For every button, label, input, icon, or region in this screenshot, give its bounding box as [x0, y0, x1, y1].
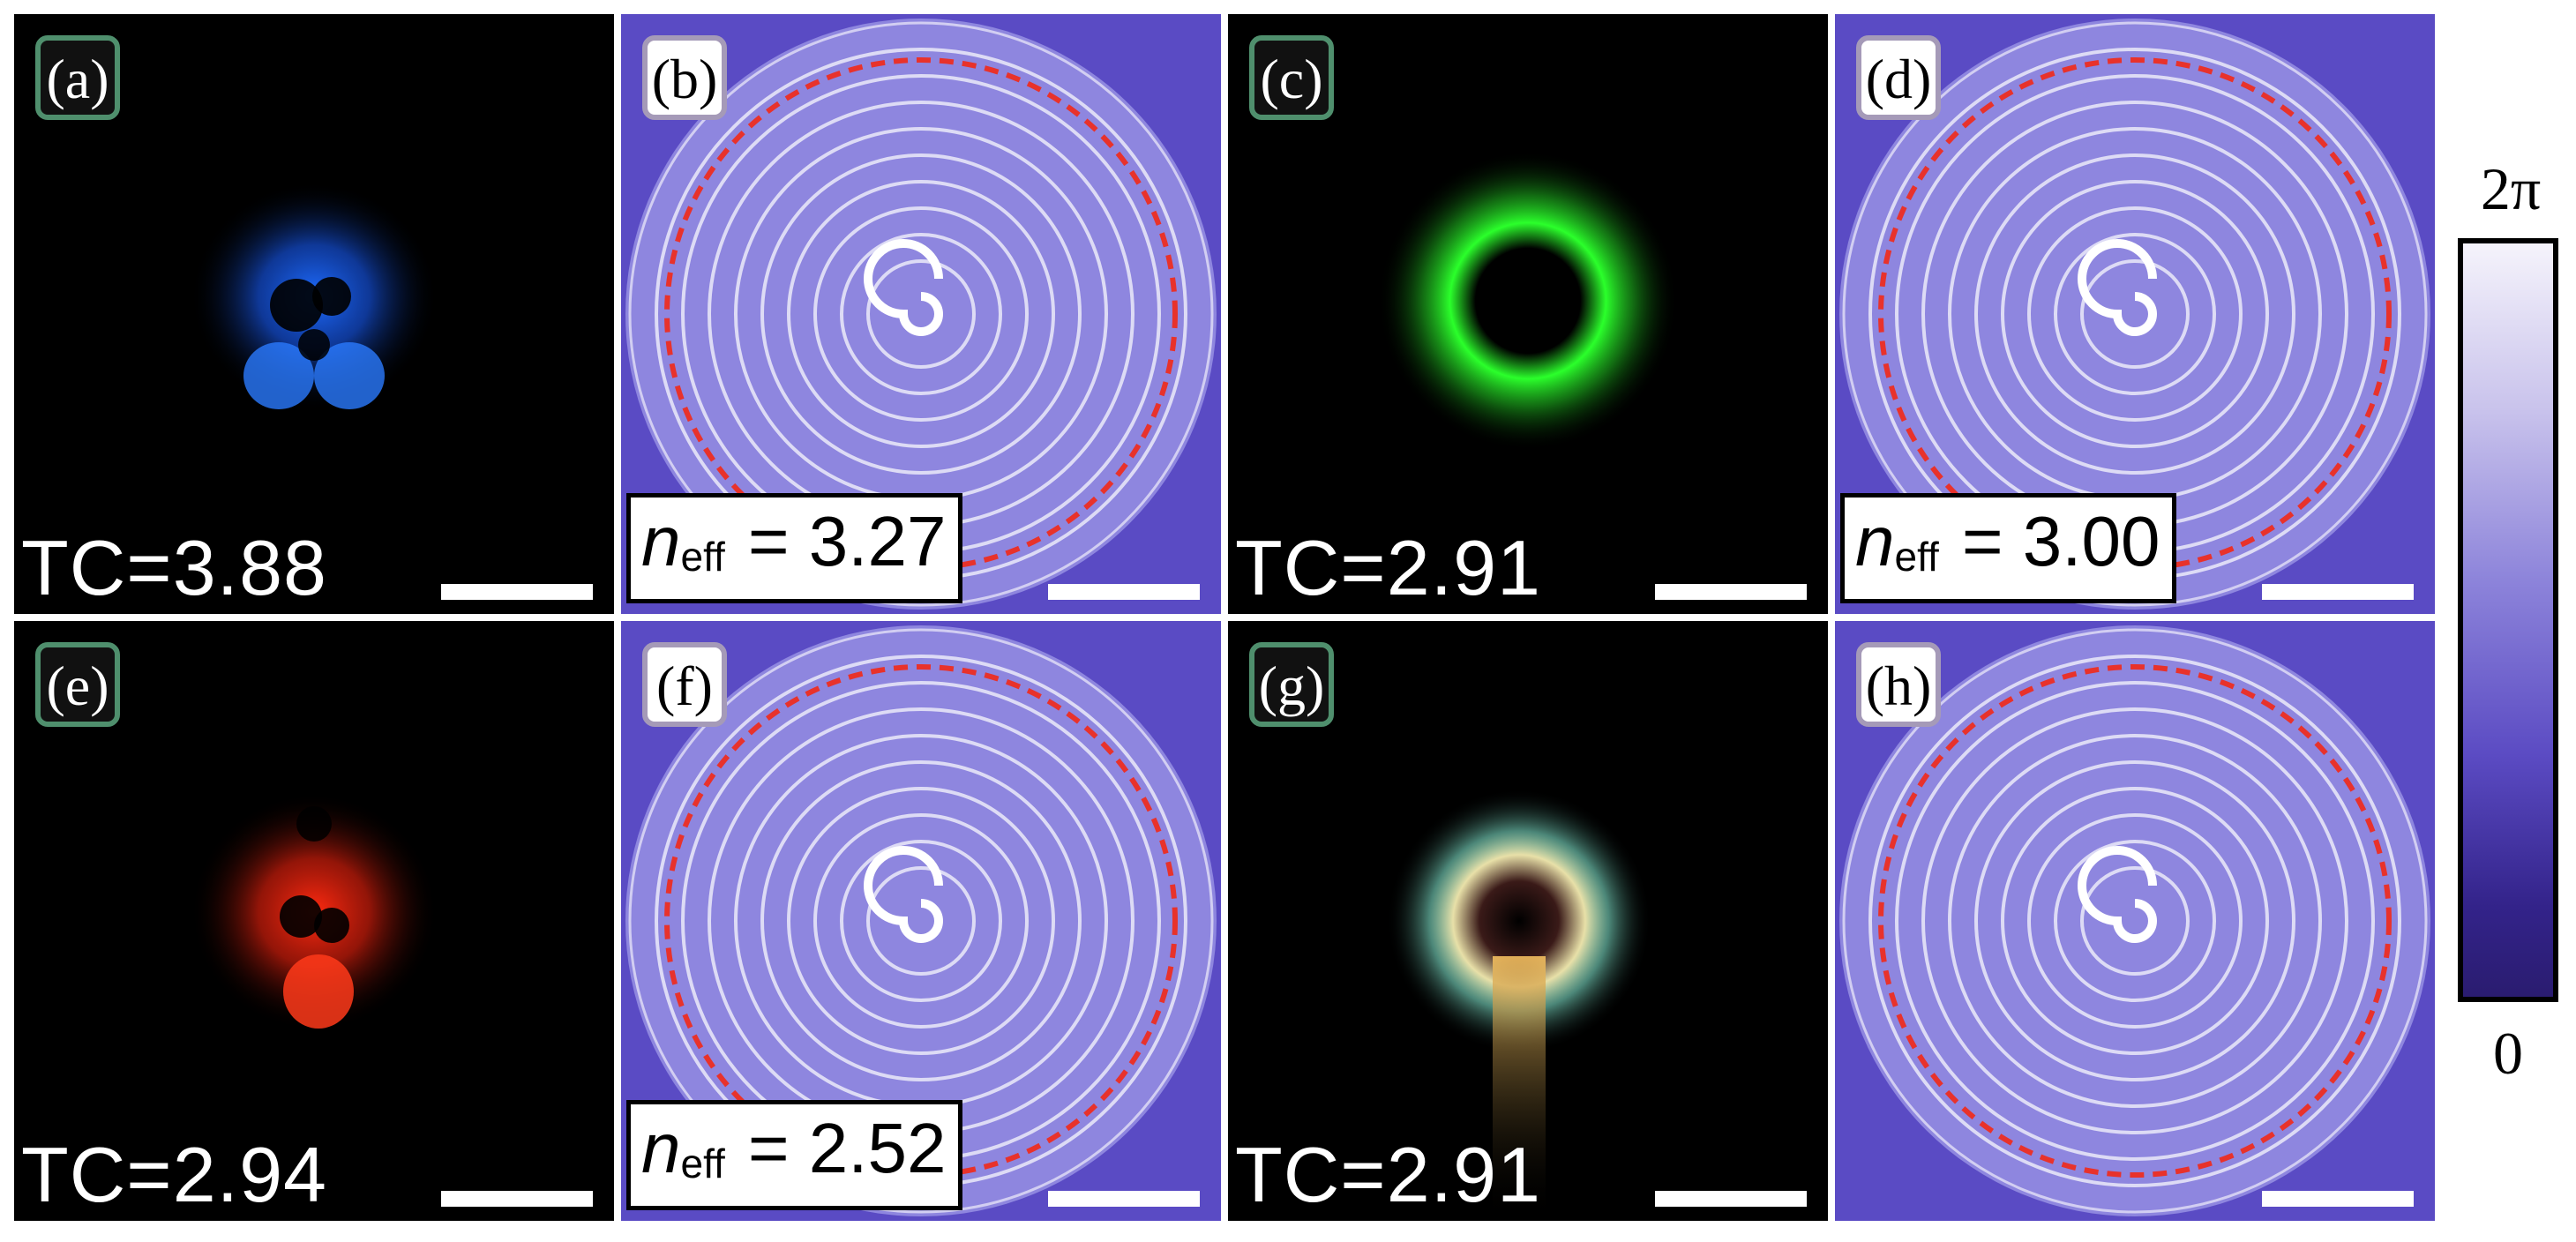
scale-bar — [441, 1191, 593, 1207]
neff-symbol: n — [1855, 502, 1895, 580]
neff-symbol: n — [641, 502, 681, 580]
topological-charge-label: TC=3.88 — [21, 524, 327, 611]
scale-bar — [1048, 584, 1200, 600]
scale-bar — [1048, 1191, 1200, 1207]
panel-label: (c) — [1249, 35, 1334, 120]
neff-value: = 2.52 — [747, 1109, 947, 1187]
colorbar-max-label: 2π — [2480, 155, 2542, 222]
scale-bar — [441, 584, 593, 600]
panel-label: (a) — [35, 35, 120, 120]
panel-label: (d) — [1856, 35, 1941, 120]
topological-charge-label: TC=2.91 — [1235, 524, 1541, 611]
neff-value: = 3.27 — [747, 502, 947, 580]
panel-g: (g) TC=2.91 — [1228, 621, 1828, 1221]
scale-bar — [2262, 584, 2414, 600]
panel-c: (c) TC=2.91 — [1228, 14, 1828, 614]
beam-intensity-red — [14, 621, 614, 1221]
panel-d: (d) neff = 3.00 — [1835, 14, 2435, 614]
colorbar-min-label: 0 — [2493, 1020, 2523, 1087]
beam-intensity-blue — [14, 14, 614, 614]
neff-subscript: eff — [680, 534, 725, 580]
scale-bar — [1655, 584, 1807, 600]
panel-b: (b) neff = 3.27 — [621, 14, 1221, 614]
scale-bar — [1655, 1191, 1807, 1207]
neff-symbol: n — [641, 1109, 681, 1187]
topological-charge-label: TC=2.94 — [21, 1131, 327, 1218]
panel-label: (e) — [35, 642, 120, 727]
panel-label: (b) — [642, 35, 727, 120]
neff-subscript: eff — [680, 1141, 725, 1186]
phase-colorbar — [2458, 238, 2558, 1002]
topological-charge-label: TC=2.91 — [1235, 1131, 1541, 1218]
effective-index-label: neff = 3.27 — [626, 493, 963, 603]
panel-h: (h) — [1835, 621, 2435, 1221]
panel-e: (e) TC=2.94 — [14, 621, 614, 1221]
effective-index-label: neff = 2.52 — [626, 1100, 963, 1210]
panel-label: (f) — [642, 642, 727, 727]
panel-label: (h) — [1856, 642, 1941, 727]
scale-bar — [2262, 1191, 2414, 1207]
effective-index-label: neff = 3.00 — [1840, 493, 2177, 603]
neff-subscript: eff — [1894, 534, 1939, 580]
panel-f: (f) neff = 2.52 — [621, 621, 1221, 1221]
neff-value: = 3.00 — [1961, 502, 2160, 580]
panel-label: (g) — [1249, 642, 1334, 727]
panel-a: (a) TC=3.88 — [14, 14, 614, 614]
